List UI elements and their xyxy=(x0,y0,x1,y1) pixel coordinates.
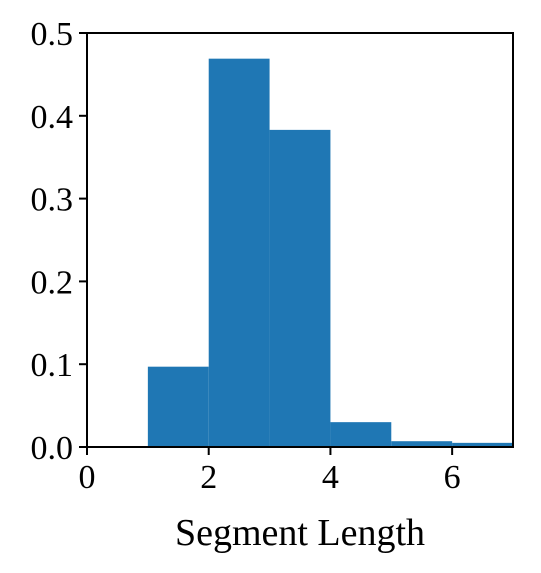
y-tick-label-0: 0.0 xyxy=(31,430,74,467)
x-tick-label-6: 6 xyxy=(444,459,461,496)
axes-layer xyxy=(86,32,514,448)
x-tick-label-0: 0 xyxy=(79,459,96,496)
x-tick-label-2: 2 xyxy=(200,459,217,496)
bars-layer xyxy=(147,58,513,447)
y-tick-label-4: 0.4 xyxy=(31,99,74,136)
histogram-bar-2 xyxy=(208,58,270,447)
y-tick-label-3: 0.3 xyxy=(31,182,74,219)
ticks-layer: 0 2 4 6 0.0 0.1 0.2 0.3 0.4 0.5 xyxy=(31,16,461,496)
histogram-bar-1 xyxy=(147,366,209,447)
histogram-bar-3 xyxy=(269,129,331,447)
plot-frame xyxy=(86,32,514,448)
x-tick-label-4: 4 xyxy=(322,459,339,496)
histogram-bar-6 xyxy=(452,442,513,447)
y-tick-label-2: 0.2 xyxy=(31,264,74,301)
histogram-bar-5 xyxy=(391,441,453,447)
histogram-bar-4 xyxy=(330,422,392,447)
x-axis-label: Segment Length xyxy=(175,512,425,554)
y-tick-label-5: 0.5 xyxy=(31,16,74,53)
y-tick-label-1: 0.1 xyxy=(31,347,74,384)
